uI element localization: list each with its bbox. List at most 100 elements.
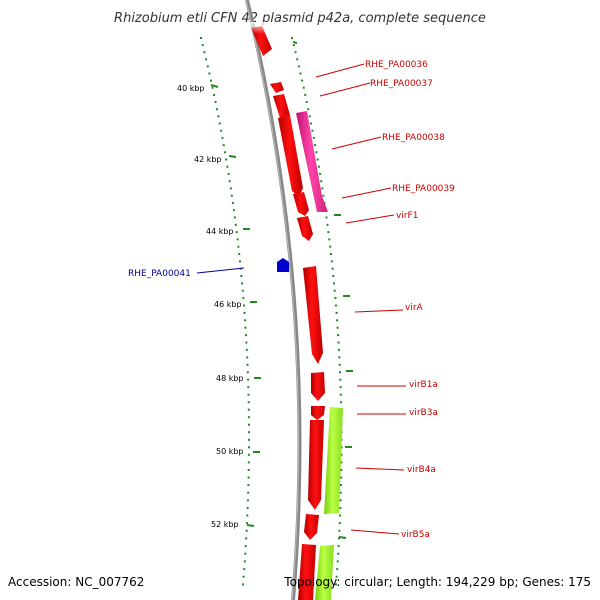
label-leader-lines [196,63,406,535]
arc-dot [244,545,247,548]
gene-label-virb5a[interactable]: virB5a [401,530,430,540]
cds-rhe-pa00041[interactable] [277,258,289,272]
cds-rhe-pa00038-fwd[interactable] [273,94,290,118]
arc-dot [245,334,247,337]
gene-label-virf1[interactable]: virF1 [396,211,418,221]
tick-label-40kbp: 40 kbp [177,84,205,93]
arc-dot [248,446,250,449]
arc-dot [234,223,237,226]
arc-dot [301,79,304,82]
arc-dot [338,537,340,540]
arc-dot [242,575,245,578]
arc-dot [319,172,322,175]
arc-dot [228,180,231,183]
arc-dot [339,491,342,494]
tick-52kbp [246,524,255,527]
cds-green-1[interactable] [324,407,343,514]
arc-dot [203,51,206,54]
arc-dot [244,552,247,555]
arc-dot [246,514,249,517]
gene-label-virb3a[interactable]: virB3a [409,408,438,418]
arc-dot [330,253,332,255]
arc-dot [247,469,250,471]
arc-dot [247,453,250,456]
tick-label-46kbp: 46 kbp [214,300,242,309]
cds-fade [248,22,276,34]
arc-dot [246,499,249,502]
cds-virf1[interactable] [293,192,309,216]
arc-dot [241,282,244,285]
arc-dot [218,122,221,125]
cds-bottom[interactable] [298,544,316,600]
arc-dot [230,194,233,197]
arc-dot [214,101,217,103]
cds-virb3a[interactable] [311,406,325,420]
arc-dot [339,499,342,502]
arc-dot [340,469,343,471]
arc-dot [222,144,225,147]
gene-label-virb1a[interactable]: virB1a [409,380,438,390]
arc-dot [310,122,313,125]
cds-small[interactable] [297,216,313,241]
cds-green-2[interactable] [315,545,334,600]
arc-dot [336,560,339,563]
arc-dot [243,568,246,571]
cds-pink[interactable] [296,111,328,212]
arc-dot [233,216,236,219]
arc-dot [247,393,250,396]
cds-rhe-pa00037[interactable] [270,82,284,93]
gene-label-rhe-pa00041[interactable]: RHE_PA00041 [128,269,191,279]
arc-dot [242,583,244,586]
tick-label-52kbp: 52 kbp [211,520,239,529]
arc-dot [337,552,340,555]
arc-dot [339,371,341,374]
arc-dot [247,476,250,479]
cds-rhe-pa00039[interactable] [278,115,303,197]
arc-dot [335,583,337,586]
arc-dot [328,238,331,241]
arc-dot [226,165,229,168]
gene-label-rhe-pa00039[interactable]: RHE_PA00039 [392,184,455,194]
cds-virb5a[interactable] [304,514,319,540]
arc-dot [291,37,293,39]
reverse-cds-track [296,111,343,600]
arc-dot [329,245,332,248]
arc-dot [245,529,248,532]
cds-vira[interactable] [303,266,323,364]
arc-dot [339,506,342,509]
arc-dot [235,231,238,234]
arc-dot [304,93,307,96]
arc-dot [201,44,204,47]
gene-label-vira[interactable]: virA [405,303,424,313]
arc-dot [206,65,209,68]
gene-label-rhe-pa00037[interactable]: RHE_PA00037 [370,79,433,89]
gene-label-rhe-pa00036[interactable]: RHE_PA00036 [365,60,428,70]
arc-dot [246,363,249,366]
arc-dot [243,560,246,563]
arc-dot [337,334,340,337]
arc-dot [231,201,234,204]
cds-virb4a[interactable] [308,420,324,510]
arc-dot [305,101,308,103]
cds-virb1a[interactable] [311,372,325,401]
arc-dot [296,58,299,61]
gene-label-rhe-pa00038[interactable]: RHE_PA00038 [382,133,445,143]
arc-dot [245,537,248,540]
topology-summary: Topology: circular; Length: 194,229 bp; … [283,575,591,589]
arc-dot [338,529,341,532]
tick-label-50kbp: 50 kbp [216,447,244,456]
tick-dotted-arc [200,37,250,586]
arc-dot [243,304,245,307]
arc-dot [244,326,247,329]
arc-dot [325,216,328,219]
arc-dot [210,79,212,82]
arc-dot [327,231,330,234]
arc-dot [320,180,323,183]
tick-42kbp [228,155,237,158]
arc-dot [232,209,235,212]
arc-dot [340,453,343,456]
arc-dot [321,187,324,190]
arc-dot [330,260,333,263]
arc-dot [247,484,250,487]
gene-label-virb4a[interactable]: virB4a [407,465,436,475]
